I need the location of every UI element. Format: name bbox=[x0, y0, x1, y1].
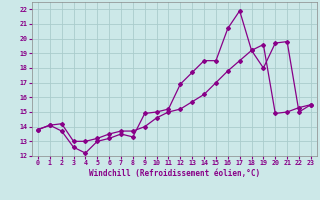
X-axis label: Windchill (Refroidissement éolien,°C): Windchill (Refroidissement éolien,°C) bbox=[89, 169, 260, 178]
